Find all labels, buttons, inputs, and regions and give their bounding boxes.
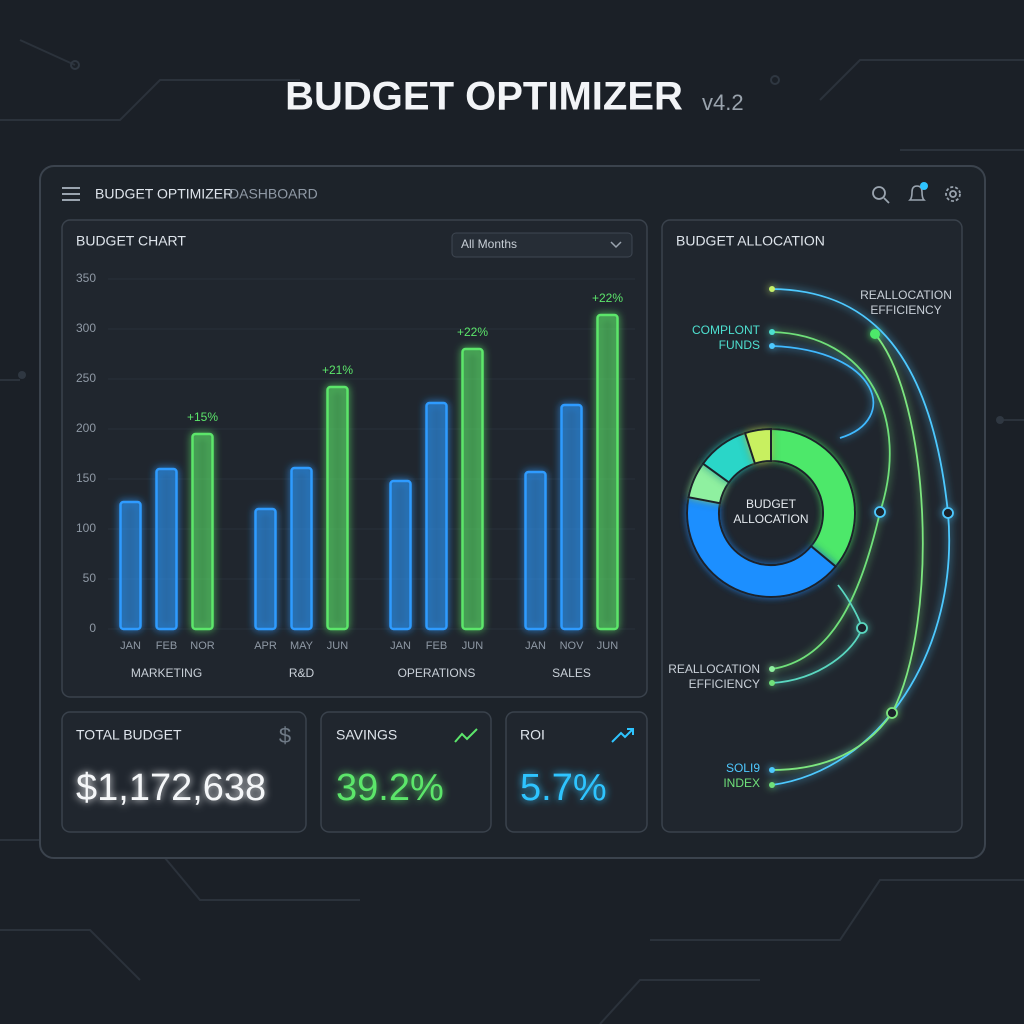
bar bbox=[326, 385, 349, 631]
search-icon[interactable] bbox=[872, 186, 890, 204]
dropdown-chevron bbox=[610, 241, 622, 249]
kpi-label: TOTAL BUDGET bbox=[76, 727, 182, 743]
bar bbox=[290, 466, 313, 631]
donut-segment bbox=[770, 427, 856, 568]
bar-annotation: +22% bbox=[457, 325, 488, 339]
kpi-value: $1,172,638 bbox=[76, 767, 266, 809]
bar bbox=[254, 507, 277, 631]
group-label: OPERATIONS bbox=[398, 666, 476, 680]
bar-annotation: +21% bbox=[322, 363, 353, 377]
allocation-connectors bbox=[769, 286, 954, 788]
donut-chart: BUDGETALLOCATIONREALLOCATIONEFFICIENCYCO… bbox=[668, 288, 952, 790]
kpi-value: 39.2% bbox=[336, 767, 444, 809]
group-label: R&D bbox=[289, 666, 315, 680]
allocation-annotation: EFFICIENCY bbox=[689, 677, 760, 691]
x-tick-label: JAN bbox=[390, 640, 411, 652]
app-title: BUDGET OPTIMIZER bbox=[95, 186, 233, 202]
bar bbox=[119, 500, 142, 631]
bar bbox=[560, 403, 583, 631]
bar bbox=[596, 313, 619, 631]
trend-icon bbox=[611, 728, 634, 743]
y-tick-label: 250 bbox=[76, 371, 96, 385]
x-tick-label: JUN bbox=[597, 640, 618, 652]
x-tick-label: JAN bbox=[525, 640, 546, 652]
allocation-annotation: REALLOCATION bbox=[860, 288, 952, 302]
donut-segment bbox=[743, 427, 772, 465]
trend-icon bbox=[454, 728, 478, 743]
y-tick-label: 50 bbox=[83, 571, 97, 585]
bar-annotation: +22% bbox=[592, 291, 623, 305]
settings-icon[interactable] bbox=[945, 186, 961, 202]
donut-center-label: ALLOCATION bbox=[733, 512, 808, 526]
x-tick-label: NOR bbox=[190, 640, 215, 652]
bar bbox=[191, 432, 214, 631]
y-tick-label: 350 bbox=[76, 271, 96, 285]
donut-segment bbox=[686, 496, 838, 598]
x-tick-label: MAY bbox=[290, 640, 314, 652]
x-tick-label: JUN bbox=[462, 640, 483, 652]
y-tick-label: 200 bbox=[76, 421, 96, 435]
allocation-annotation: REALLOCATION bbox=[668, 662, 760, 676]
bar bbox=[461, 347, 484, 631]
y-tick-label: 0 bbox=[89, 621, 96, 635]
allocation-title: BUDGET ALLOCATION bbox=[676, 233, 825, 249]
donut-center-label: BUDGET bbox=[746, 497, 797, 511]
month-filter[interactable] bbox=[451, 232, 633, 258]
allocation-annotation: EFFICIENCY bbox=[870, 303, 941, 317]
app-subtitle: DASHBOARD bbox=[229, 186, 318, 202]
y-tick-label: 300 bbox=[76, 321, 96, 335]
kpi-card bbox=[61, 711, 307, 833]
allocation-annotation: SOLI9 bbox=[726, 761, 760, 775]
kpi-label: SAVINGS bbox=[336, 727, 397, 743]
x-tick-label: FEB bbox=[426, 640, 447, 652]
kpi-card bbox=[320, 711, 492, 833]
chart-title: BUDGET CHART bbox=[76, 233, 186, 249]
notification-icon[interactable] bbox=[908, 182, 928, 201]
kpi-value: 5.7% bbox=[520, 767, 607, 809]
allocation-panel bbox=[661, 219, 963, 833]
page-title: BUDGET OPTIMIZER bbox=[285, 75, 683, 119]
chart-panel bbox=[61, 219, 648, 698]
x-tick-label: JUN bbox=[327, 640, 348, 652]
x-tick-label: JAN bbox=[120, 640, 141, 652]
x-tick-label: FEB bbox=[156, 640, 177, 652]
x-tick-label: NOV bbox=[560, 640, 585, 652]
circuit-decoration bbox=[0, 39, 1024, 1024]
version: v4.2 bbox=[702, 90, 744, 115]
allocation-annotation: FUNDS bbox=[719, 338, 760, 352]
x-tick-label: APR bbox=[254, 640, 277, 652]
bar bbox=[155, 467, 178, 631]
group-label: MARKETING bbox=[131, 666, 202, 680]
bar-chart: 0 50 100 150 200 250 300 350 MARKETING JAN FEB NOR +… bbox=[76, 271, 635, 680]
allocation-annotation: COMPLONT bbox=[692, 323, 761, 337]
group-label: SALES bbox=[552, 666, 591, 680]
dollar-icon: $ bbox=[279, 723, 291, 748]
kpi-label: ROI bbox=[520, 727, 545, 743]
bar bbox=[425, 401, 448, 631]
bar-annotation: +15% bbox=[187, 410, 218, 424]
month-filter-label: All Months bbox=[461, 237, 517, 251]
kpi-card bbox=[505, 711, 648, 833]
bar bbox=[389, 479, 412, 631]
y-tick-label: 100 bbox=[76, 521, 96, 535]
bar bbox=[524, 470, 547, 631]
menu-icon[interactable] bbox=[62, 187, 80, 201]
allocation-annotation: INDEX bbox=[723, 776, 760, 790]
y-tick-label: 150 bbox=[76, 471, 96, 485]
